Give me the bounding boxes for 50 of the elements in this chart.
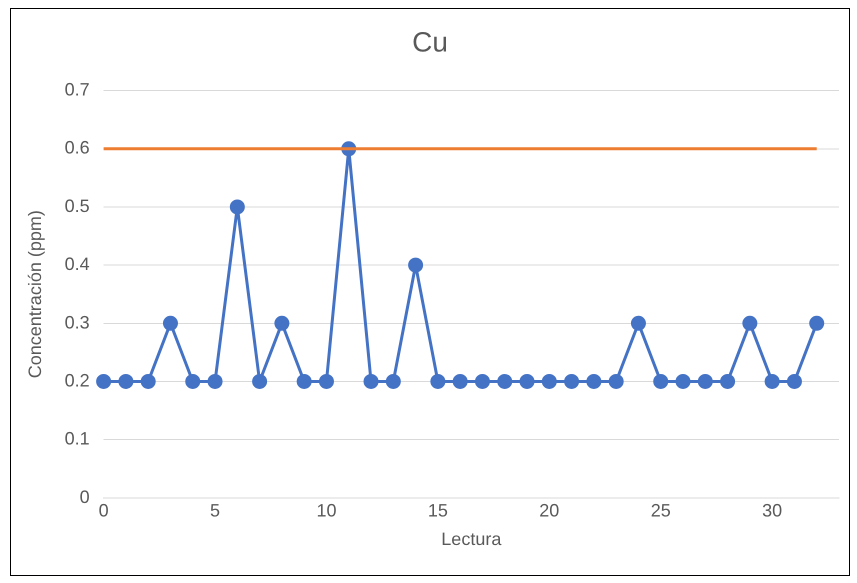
point [608, 374, 624, 389]
x-tick-label: 25 [650, 500, 671, 521]
point [786, 374, 802, 389]
y-tick-label: 0.5 [64, 196, 90, 216]
x-tick-label: 0 [98, 500, 109, 521]
x-axis-title: Lectura [441, 529, 502, 550]
point [520, 374, 535, 389]
point [408, 258, 424, 273]
point [274, 316, 290, 331]
point [564, 374, 580, 389]
y-tick-label: 0.7 [64, 80, 90, 100]
y-tick-label: 0.2 [64, 370, 90, 390]
point [208, 374, 223, 389]
point [252, 374, 268, 389]
point [497, 374, 512, 389]
point [140, 374, 156, 389]
point [474, 374, 490, 389]
point [296, 374, 312, 389]
y-axis-title: Concentración (ppm) [24, 210, 45, 378]
point [96, 374, 112, 389]
point [386, 374, 401, 389]
point [364, 374, 379, 389]
y-tick-label: 0.4 [64, 254, 90, 274]
x-tick-label: 5 [210, 500, 220, 521]
point [162, 316, 178, 331]
point [586, 374, 602, 389]
point [542, 374, 557, 389]
point [698, 374, 713, 389]
point [742, 316, 758, 331]
y-tick-label: 0 [80, 486, 90, 507]
point [430, 374, 446, 389]
point [452, 374, 468, 389]
y-tick-label: 0.6 [64, 138, 90, 158]
x-tick-label: 10 [316, 500, 336, 521]
point [230, 199, 245, 214]
point [676, 374, 691, 389]
point [630, 316, 646, 331]
chart-title: Cu [412, 26, 448, 58]
point [764, 374, 780, 389]
y-tick-label: 0.3 [64, 312, 90, 332]
point [809, 316, 824, 331]
point [185, 374, 200, 389]
point [653, 374, 668, 389]
point [720, 374, 736, 389]
x-tick-label: 20 [539, 500, 560, 521]
x-tick-label: 15 [428, 500, 448, 521]
x-tick-label: 30 [762, 500, 782, 521]
point [118, 374, 134, 389]
y-tick-label: 0.1 [64, 428, 90, 449]
point [318, 374, 334, 389]
